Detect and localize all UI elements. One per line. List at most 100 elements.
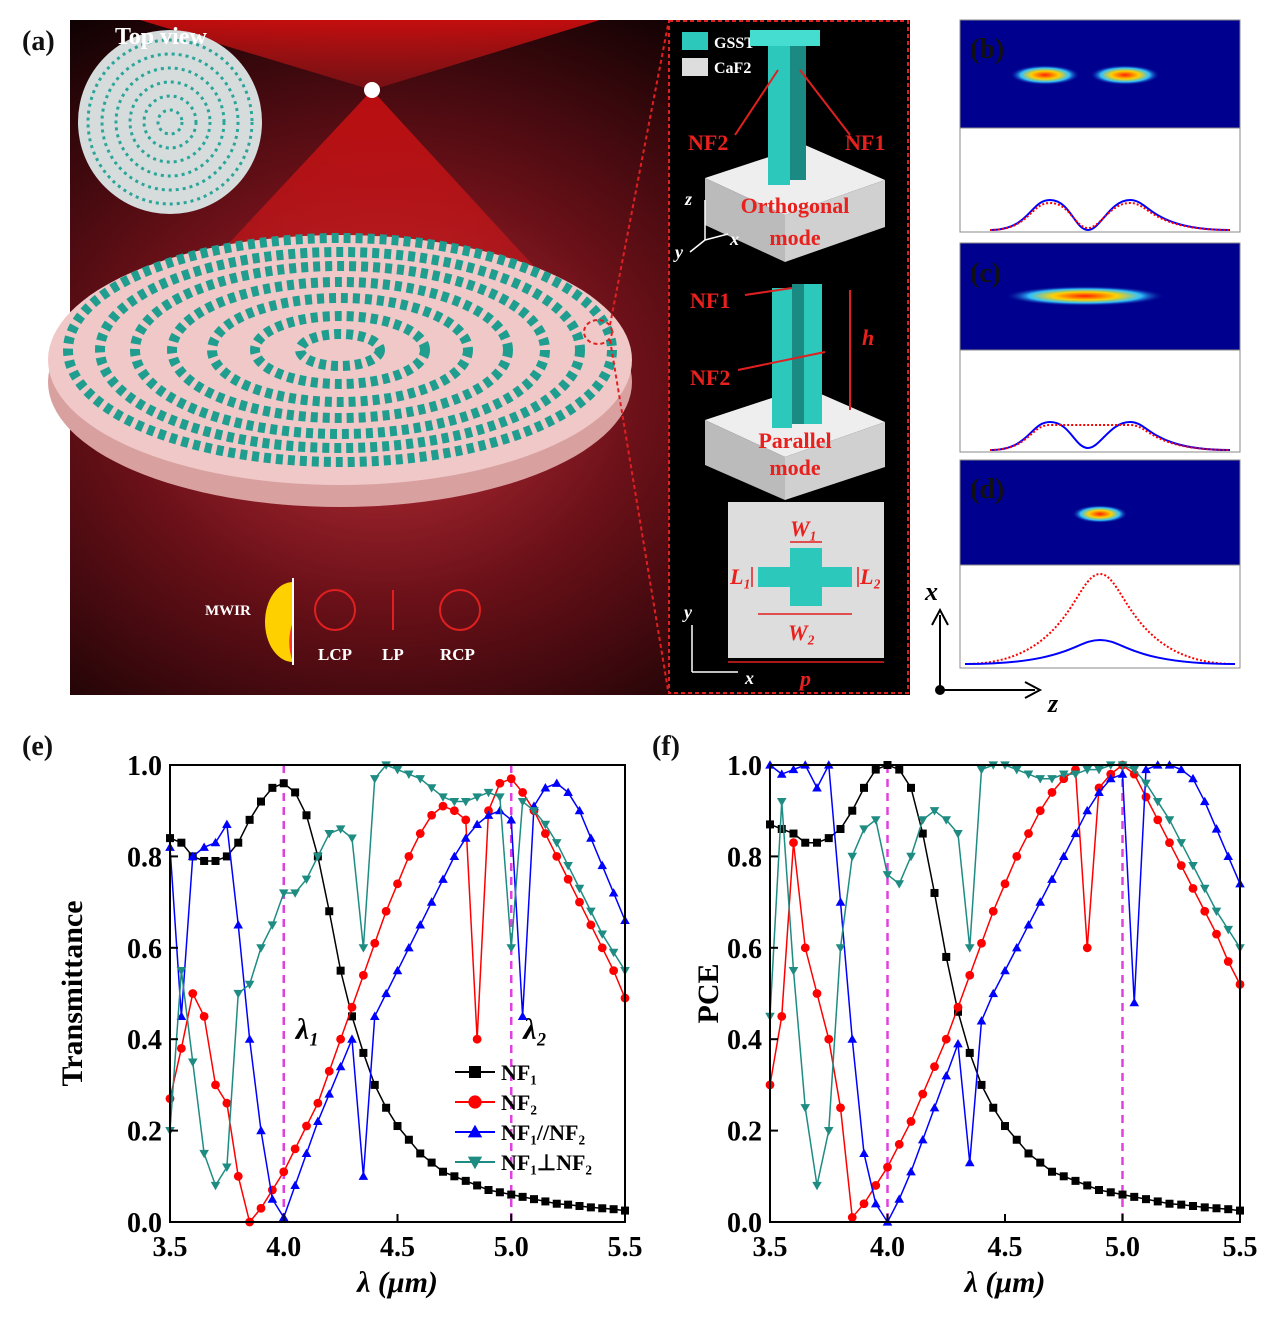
legend-label: NF₁⊥NF₂ — [501, 1150, 592, 1175]
marker — [836, 1103, 845, 1113]
marker — [1165, 838, 1174, 848]
marker — [416, 1149, 425, 1158]
marker — [776, 769, 787, 778]
marker — [964, 1157, 975, 1167]
marker — [199, 1011, 209, 1021]
marker — [301, 875, 312, 885]
marker — [586, 1203, 595, 1212]
marker — [348, 1012, 356, 1021]
marker — [1141, 779, 1151, 789]
marker — [460, 797, 471, 807]
marker — [438, 793, 448, 802]
panel-b — [959, 19, 1241, 233]
marker — [1024, 1149, 1033, 1158]
marker — [393, 1122, 402, 1131]
marker — [291, 788, 300, 797]
marker — [369, 1011, 380, 1020]
marker — [1035, 775, 1046, 784]
marker — [211, 1080, 220, 1090]
marker — [1177, 1200, 1186, 1209]
marker — [1001, 1122, 1009, 1131]
marker — [1023, 770, 1034, 779]
marker — [1176, 861, 1186, 870]
axis-label: x — [729, 229, 739, 249]
marker — [426, 897, 437, 906]
marker — [608, 888, 619, 897]
marker — [870, 1198, 881, 1208]
pol-label: RCP — [440, 645, 475, 664]
marker — [824, 834, 833, 843]
marker — [427, 1158, 436, 1167]
marker — [427, 810, 437, 820]
top-view-pattern — [86, 38, 254, 206]
marker — [551, 839, 562, 848]
marker — [977, 938, 986, 948]
marker — [244, 980, 255, 990]
marker — [404, 852, 414, 861]
y-tick-label: 0.0 — [127, 1208, 162, 1239]
x-axis-label: λ (μm) — [355, 1266, 438, 1299]
marker — [847, 1213, 857, 1222]
marker — [518, 1192, 527, 1201]
marker — [199, 1149, 209, 1159]
marker — [776, 797, 787, 807]
marker — [449, 851, 460, 860]
marker — [907, 783, 915, 792]
marker — [211, 856, 220, 865]
marker — [257, 797, 265, 806]
marker — [847, 1034, 858, 1043]
marker — [1212, 1204, 1221, 1213]
marker — [540, 820, 551, 830]
x-tick-label: 5.0 — [1105, 1232, 1140, 1263]
marker — [234, 838, 243, 847]
marker — [404, 1135, 413, 1144]
dim-label: W₁ — [790, 516, 817, 541]
marker — [267, 1194, 278, 1203]
material-label: CaF2 — [714, 60, 751, 77]
marker — [1165, 1199, 1174, 1208]
marker — [187, 1058, 198, 1067]
legend-label: NF₁ — [501, 1060, 537, 1085]
marker — [552, 852, 562, 861]
marker — [575, 897, 584, 907]
panel-label: (b) — [970, 34, 1004, 65]
marker — [176, 1043, 186, 1053]
marker — [449, 797, 460, 807]
marker — [1189, 1202, 1197, 1211]
marker — [483, 810, 494, 819]
x-tick-label: 5.0 — [494, 1232, 529, 1263]
marker — [1142, 1195, 1150, 1204]
marker — [1094, 765, 1104, 775]
marker — [859, 1199, 869, 1209]
marker — [302, 811, 311, 820]
marker — [1047, 775, 1057, 784]
marker — [1059, 1172, 1068, 1181]
marker — [335, 1061, 346, 1071]
marker — [608, 948, 619, 958]
focus — [364, 82, 380, 98]
marker — [187, 851, 198, 860]
marker — [1036, 1158, 1045, 1167]
marker — [517, 797, 528, 807]
x-tick-label: 4.0 — [266, 1232, 301, 1263]
marker — [1047, 874, 1057, 883]
y-tick-label: 0.8 — [727, 842, 762, 873]
marker — [1012, 852, 1022, 861]
marker — [1000, 965, 1010, 975]
marker — [473, 1181, 482, 1190]
marker — [989, 1103, 998, 1112]
marker — [506, 815, 517, 824]
marker — [976, 765, 987, 775]
marker — [988, 906, 998, 916]
marker — [1188, 861, 1198, 871]
substrate — [48, 235, 632, 485]
marker — [1152, 797, 1163, 807]
axis-label: y — [673, 242, 684, 262]
marker — [256, 1203, 266, 1213]
axis-label: x — [744, 668, 754, 688]
marker — [1094, 787, 1104, 797]
marker — [1223, 851, 1234, 860]
marker — [1200, 906, 1210, 916]
